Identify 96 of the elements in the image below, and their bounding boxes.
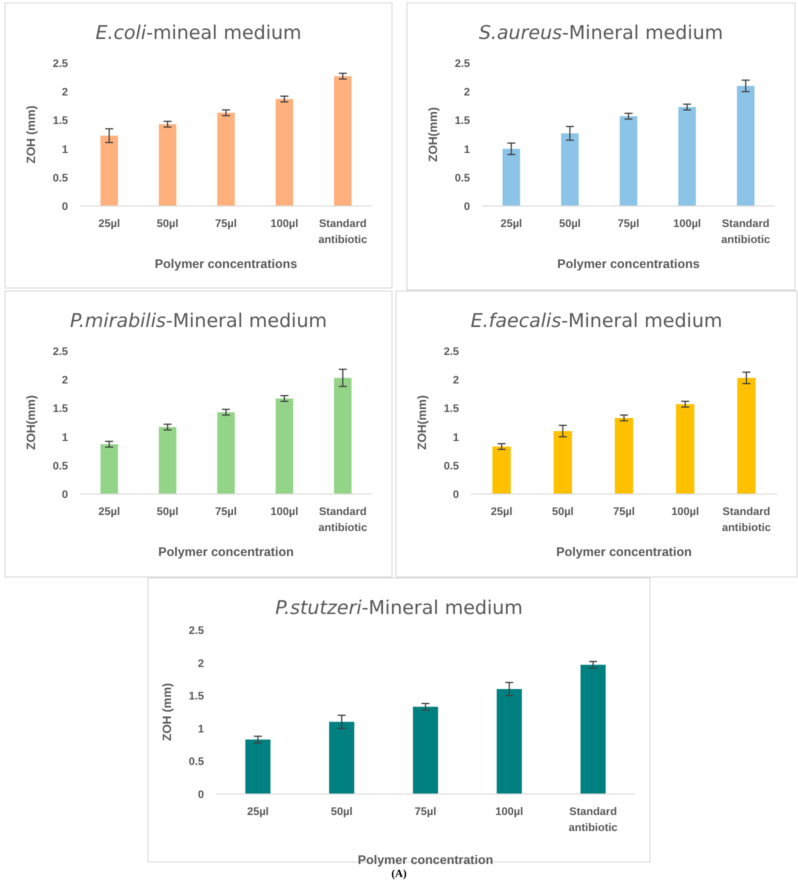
x-tick-label: 100µl xyxy=(270,218,298,230)
y-tick-label: 2.5 xyxy=(52,346,68,358)
x-tick-label: 50µl xyxy=(552,506,574,518)
y-axis-title: ZOH (mm) xyxy=(160,683,174,741)
y-tick-label: 2 xyxy=(62,374,68,387)
bar xyxy=(502,148,520,206)
y-tick-label: 1 xyxy=(198,723,204,736)
y-axis-title: ZOH(mm) xyxy=(426,107,440,162)
y-tick-label: 0.5 xyxy=(188,756,204,768)
x-tick-label: 100µl xyxy=(270,506,298,518)
y-tick-label: 1 xyxy=(62,144,68,156)
bar xyxy=(737,378,756,494)
x-tick-label: 75µl xyxy=(414,806,436,818)
y-tick-label: 2.5 xyxy=(444,346,459,358)
bar xyxy=(329,722,354,794)
x-tick-label: Standard antibiotic xyxy=(318,506,368,534)
y-tick-label: 0 xyxy=(464,201,470,213)
y-tick-label: 0 xyxy=(62,201,68,213)
y-tick-label: 2 xyxy=(452,374,459,387)
bar xyxy=(217,412,235,494)
x-tick-label: Standard antibiotic xyxy=(722,506,771,534)
x-axis-title: Polymer concentration xyxy=(158,545,294,559)
y-tick-label: 1.5 xyxy=(52,115,68,128)
y-tick-label: 0 xyxy=(452,489,459,501)
x-tick-label: 100µl xyxy=(673,218,701,230)
y-tick-label: 0.5 xyxy=(52,460,68,472)
bar xyxy=(276,398,294,494)
y-axis-title: ZOH (mm) xyxy=(24,106,38,164)
x-axis-title: Polymer concentration xyxy=(556,545,692,559)
x-tick-label: 25µl xyxy=(500,218,522,230)
x-tick-label: 100µl xyxy=(671,506,700,518)
y-tick-label: 2 xyxy=(62,86,68,99)
chart-title: P.stutzeri-Mineral medium xyxy=(275,597,523,619)
bar xyxy=(158,427,176,494)
bar xyxy=(276,99,294,206)
bar xyxy=(100,444,118,494)
x-tick-label: 75µl xyxy=(215,506,237,518)
y-tick-label: 2.5 xyxy=(188,625,204,637)
y-tick-label: 0 xyxy=(62,489,68,501)
bar xyxy=(334,76,352,206)
bar xyxy=(158,124,176,206)
x-tick-label: Standard antibiotic xyxy=(721,218,770,246)
x-tick-label: Standard antibiotic xyxy=(318,218,368,246)
bar xyxy=(620,116,638,206)
x-axis-title: Polymer concentrations xyxy=(557,257,700,271)
y-tick-label: 0 xyxy=(198,789,204,801)
bar xyxy=(580,664,606,794)
bar xyxy=(554,431,572,494)
bar xyxy=(676,404,694,494)
y-tick-label: 1 xyxy=(452,432,459,444)
y-tick-label: 1.5 xyxy=(454,115,470,128)
x-tick-label: 25µl xyxy=(247,806,269,818)
bar xyxy=(245,740,270,794)
x-tick-label: 75µl xyxy=(618,218,640,230)
bar xyxy=(496,689,522,794)
text: (A) xyxy=(391,868,407,880)
x-tick-label: 25µl xyxy=(98,506,120,518)
x-tick-label: 25µl xyxy=(490,506,512,518)
x-tick-label: 75µl xyxy=(613,506,635,518)
y-tick-label: 2 xyxy=(198,658,204,670)
x-tick-label: Standard antibiotic xyxy=(568,806,618,834)
chart-title: P.mirabilis-Mineral medium xyxy=(70,310,328,332)
x-tick-label: 50µl xyxy=(156,506,178,518)
x-axis-title: Polymer concentration xyxy=(358,853,494,867)
y-tick-label: 1.5 xyxy=(188,690,204,703)
y-tick-label: 1.5 xyxy=(52,403,68,416)
chart-title: E.faecalis-Mineral medium xyxy=(470,310,722,332)
bar xyxy=(100,136,118,206)
y-tick-label: 1 xyxy=(62,432,68,444)
y-tick-label: 2.5 xyxy=(454,58,470,70)
y-tick-label: 0.5 xyxy=(454,172,470,184)
bar xyxy=(678,107,696,206)
y-tick-label: 2.5 xyxy=(52,58,68,70)
y-tick-label: 1 xyxy=(464,144,470,156)
chart-title: E.coli-mineal medium xyxy=(95,22,302,44)
x-tick-label: 100µl xyxy=(495,806,524,818)
bar xyxy=(217,112,235,206)
x-tick-label: 50µl xyxy=(330,806,353,818)
y-axis-title: ZOH(mm) xyxy=(415,395,429,450)
y-tick-label: 0.5 xyxy=(444,460,459,472)
bar xyxy=(614,418,634,494)
bar xyxy=(412,706,438,794)
y-tick-label: 0.5 xyxy=(52,172,68,184)
bar xyxy=(492,446,511,494)
y-tick-label: 1.5 xyxy=(444,403,459,416)
y-axis-title: ZOH(mm) xyxy=(24,395,38,450)
x-tick-label: 25µl xyxy=(98,218,120,230)
x-axis-title: Polymer concentrations xyxy=(154,257,298,271)
bar xyxy=(736,86,754,206)
x-tick-label: 50µl xyxy=(156,218,178,230)
x-tick-label: 50µl xyxy=(559,218,581,230)
bar xyxy=(334,378,352,494)
x-tick-label: 75µl xyxy=(215,218,237,230)
chart-title: S.aureus-Mineral medium xyxy=(478,22,724,44)
y-tick-label: 2 xyxy=(464,86,470,99)
bar xyxy=(561,133,579,206)
